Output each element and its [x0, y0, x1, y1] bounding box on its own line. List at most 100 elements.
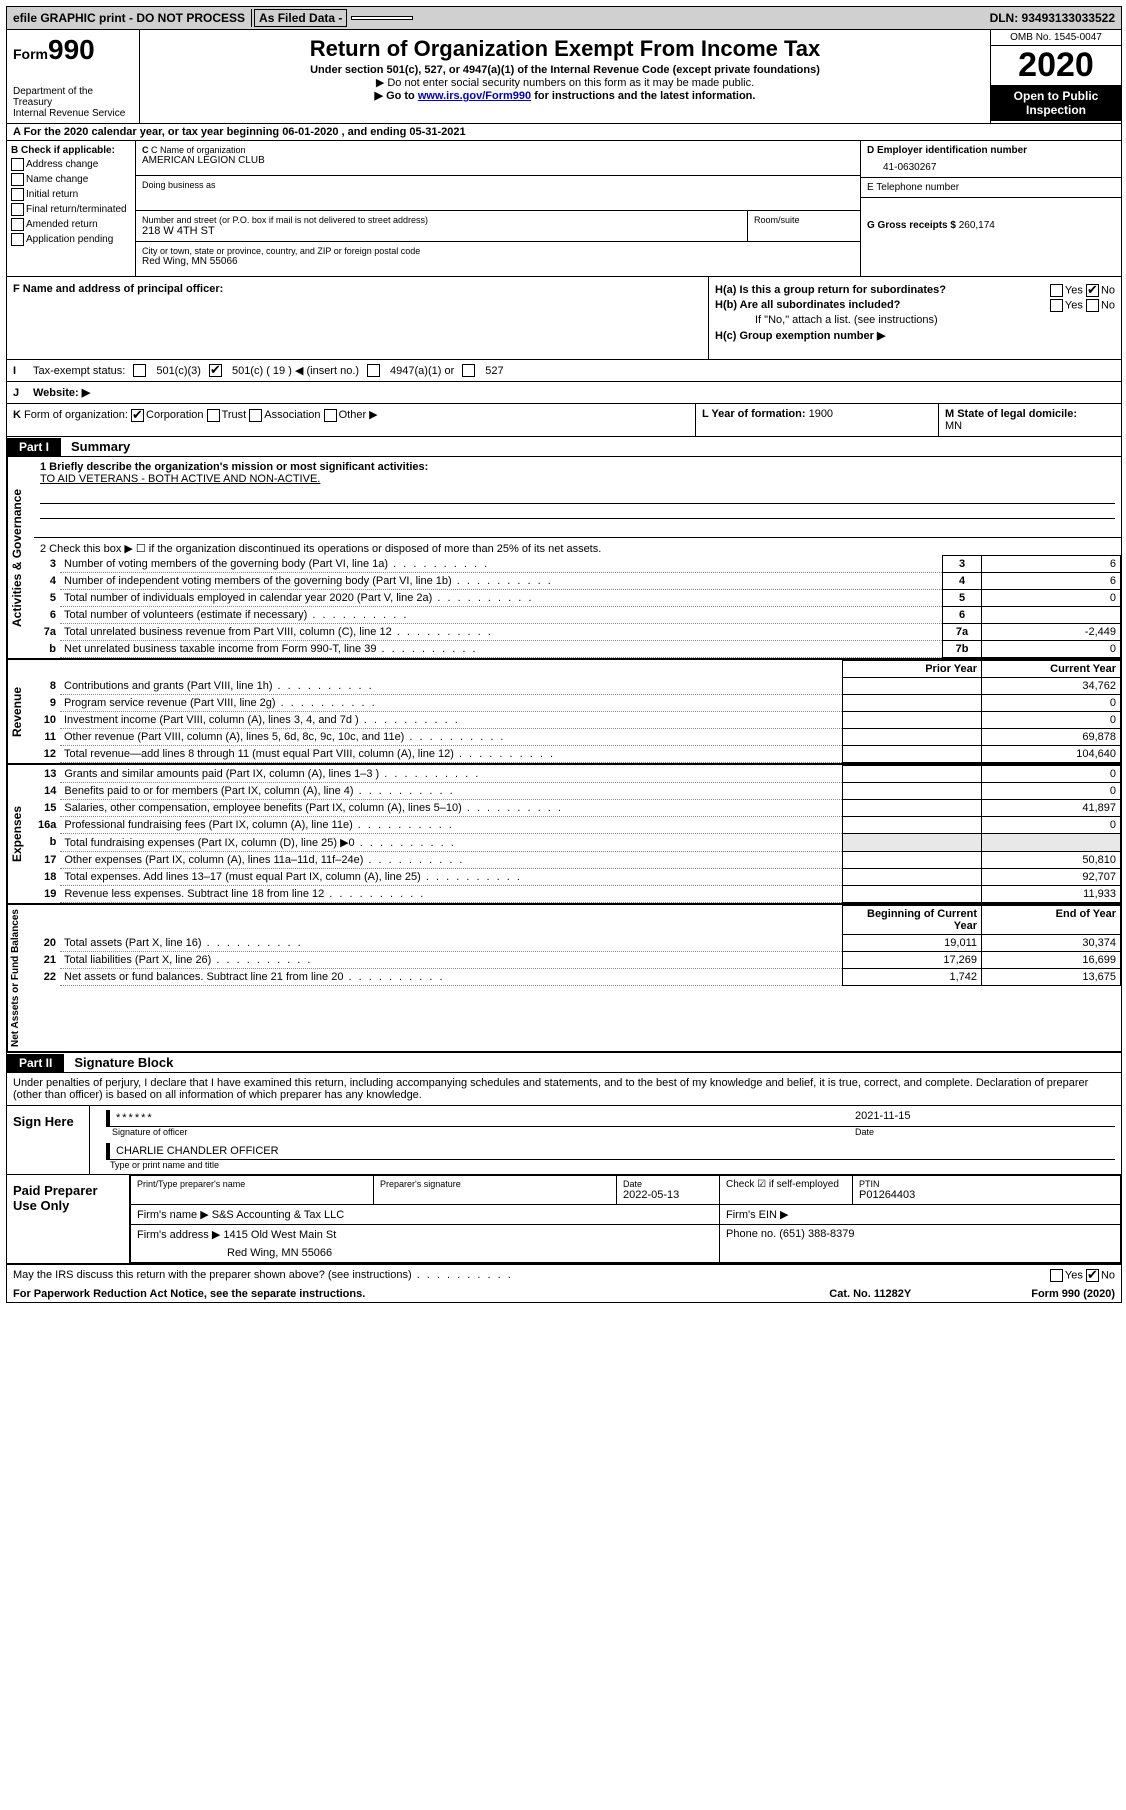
line-1-mission: 1 Briefly describe the organization's mi… [34, 457, 1121, 538]
chk-amended-return[interactable]: Amended return [11, 218, 131, 231]
part-ii-tab: Part II [7, 1054, 64, 1072]
paid-preparer-label: Paid Preparer Use Only [7, 1175, 130, 1263]
signature-date: 2021-11-15 [855, 1110, 1115, 1126]
summary-row: 13Grants and similar amounts paid (Part … [34, 766, 1121, 783]
goto-line: ▶ Go to www.irs.gov/Form990 for instruct… [146, 89, 984, 102]
expenses-vlabel: Expenses [7, 765, 34, 903]
phone-cell: E Telephone number [861, 178, 1121, 198]
chk-name-change[interactable]: Name change [11, 173, 131, 186]
dba-row: Doing business as [136, 176, 860, 211]
perjury-statement: Under penalties of perjury, I declare th… [7, 1073, 1121, 1106]
prep-sig-label: Preparer's signature [380, 1179, 610, 1189]
header-right: OMB No. 1545-0047 2020 Open to Public In… [990, 30, 1121, 123]
sign-here-label: Sign Here [7, 1106, 90, 1174]
discuss-question: May the IRS discuss this return with the… [13, 1269, 1050, 1282]
hb-note: If "No," attach a list. (see instruction… [715, 314, 1115, 326]
irs-link[interactable]: www.irs.gov/Form990 [418, 90, 531, 102]
chk-501c3[interactable] [133, 364, 146, 377]
mission-text: TO AID VETERANS - BOTH ACTIVE AND NON-AC… [40, 473, 320, 485]
org-name: AMERICAN LEGION CLUB [142, 155, 854, 166]
dba-label: Doing business as [142, 180, 854, 190]
type-name-label: Type or print name and title [110, 1160, 1115, 1170]
chk-initial-return[interactable]: Initial return [11, 188, 131, 201]
col-de: D Employer identification number 41-0630… [860, 141, 1121, 276]
goto-post: for instructions and the latest informat… [531, 90, 755, 102]
paid-preparer-row: Paid Preparer Use Only Print/Type prepar… [7, 1175, 1121, 1264]
year-formation-value: 1900 [809, 408, 833, 420]
expenses-table: 13Grants and similar amounts paid (Part … [34, 765, 1121, 903]
chk-501c[interactable] [209, 364, 222, 377]
col-c-org-info: C C Name of organization AMERICAN LEGION… [136, 141, 860, 276]
street-value: 218 W 4TH ST [142, 225, 741, 237]
prep-date-label: Date [623, 1179, 713, 1189]
org-name-label: C Name of organization [151, 145, 246, 155]
chk-trust[interactable] [207, 409, 220, 422]
firm-phone: (651) 388-8379 [779, 1228, 854, 1240]
city-label: City or town, state or province, country… [142, 246, 854, 256]
chk-final-return[interactable]: Final return/terminated [11, 203, 131, 216]
summary-row: 15Salaries, other compensation, employee… [34, 800, 1121, 817]
state-domicile-value: MN [945, 420, 962, 432]
firm-addr-label: Firm's address ▶ [137, 1229, 220, 1241]
discuss-row: May the IRS discuss this return with the… [7, 1264, 1121, 1286]
chk-association[interactable] [249, 409, 262, 422]
hb-yes-chk[interactable] [1050, 299, 1063, 312]
net-assets-vlabel: Net Assets or Fund Balances [7, 905, 34, 1051]
form-990-page: efile GRAPHIC print - DO NOT PROCESS As … [6, 6, 1122, 1303]
current-year-header: Current Year [982, 661, 1121, 678]
section-net-assets: Net Assets or Fund Balances Beginning of… [7, 905, 1121, 1053]
discuss-no-chk[interactable] [1086, 1269, 1099, 1282]
chk-4947[interactable] [367, 364, 380, 377]
firm-phone-label: Phone no. [726, 1228, 776, 1240]
summary-row: 8Contributions and grants (Part VIII, li… [34, 678, 1121, 695]
summary-row: 10Investment income (Part VIII, column (… [34, 712, 1121, 729]
ha-no-chk[interactable] [1086, 284, 1099, 297]
street-row: Number and street (or P.O. box if mail i… [136, 211, 860, 242]
sig-officer-label: Signature of officer [106, 1127, 855, 1137]
hb-no-chk[interactable] [1086, 299, 1099, 312]
prep-date: 2022-05-13 [623, 1189, 713, 1201]
summary-row: 18Total expenses. Add lines 13–17 (must … [34, 869, 1121, 886]
row-a-tax-year: A For the 2020 calendar year, or tax yea… [7, 124, 1121, 141]
goto-pre: ▶ Go to [375, 90, 418, 102]
street-label: Number and street (or P.O. box if mail i… [142, 215, 741, 225]
501c-number: 19 [273, 365, 285, 377]
chk-other[interactable] [324, 409, 337, 422]
open-to-public: Open to Public Inspection [991, 85, 1121, 121]
irs-label: Internal Revenue Service [13, 108, 133, 119]
chk-527[interactable] [462, 364, 475, 377]
chk-address-change[interactable]: Address change [11, 158, 131, 171]
principal-officer-label: F Name and address of principal officer: [13, 283, 223, 295]
fh-row: F Name and address of principal officer:… [7, 277, 1121, 360]
hb-line: H(b) Are all subordinates included? Yes … [715, 299, 1115, 311]
ha-yes-chk[interactable] [1050, 284, 1063, 297]
principal-officer: F Name and address of principal officer: [7, 277, 709, 359]
summary-row: 16aProfessional fundraising fees (Part I… [34, 817, 1121, 834]
section-expenses: Expenses 13Grants and similar amounts pa… [7, 765, 1121, 905]
gov-row: 7aTotal unrelated business revenue from … [34, 624, 1121, 641]
ein-value: 41-0630267 [867, 156, 1115, 173]
paid-preparer-body: Print/Type preparer's name Preparer's si… [130, 1175, 1121, 1263]
mission-label: 1 Briefly describe the organization's mi… [40, 461, 428, 473]
year-formation-label: L Year of formation: [702, 408, 806, 420]
ptin-label: PTIN [859, 1179, 1114, 1189]
part-ii-header: Part II Signature Block [7, 1053, 1121, 1073]
dept-treasury: Department of the Treasury [13, 86, 133, 108]
header: Form990 Department of the Treasury Inter… [7, 30, 1121, 124]
discuss-yes-chk[interactable] [1050, 1269, 1063, 1282]
footer: For Paperwork Reduction Act Notice, see … [7, 1286, 1121, 1302]
gov-row: 6Total number of volunteers (estimate if… [34, 607, 1121, 624]
form-org-label: Form of organization: [24, 409, 128, 421]
row-j-website: J Website: ▶ [7, 382, 1121, 404]
summary-row: 11Other revenue (Part VIII, column (A), … [34, 729, 1121, 746]
cat-no: Cat. No. 11282Y [829, 1288, 911, 1300]
topbar: efile GRAPHIC print - DO NOT PROCESS As … [7, 7, 1121, 30]
summary-row: 20Total assets (Part X, line 16)19,01130… [34, 935, 1121, 952]
org-name-row: C C Name of organization AMERICAN LEGION… [136, 141, 860, 176]
chk-application-pending[interactable]: Application pending [11, 233, 131, 246]
summary-row: 9Program service revenue (Part VIII, lin… [34, 695, 1121, 712]
h-column: H(a) Is this a group return for subordin… [709, 277, 1121, 359]
city-row: City or town, state or province, country… [136, 242, 860, 276]
chk-corporation[interactable] [131, 409, 144, 422]
website-label: Website: ▶ [33, 386, 90, 399]
